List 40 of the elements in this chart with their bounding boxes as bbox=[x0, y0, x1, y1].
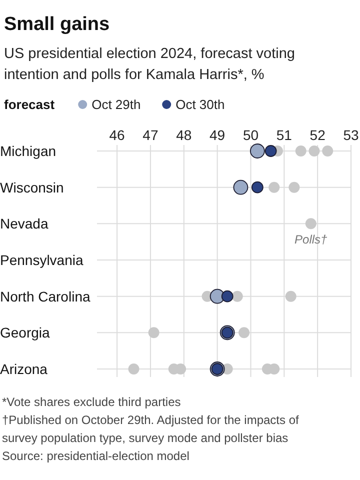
text: *Vote shares exclude third parties bbox=[2, 395, 181, 409]
point bbox=[288, 182, 300, 193]
legend-title: forecast bbox=[4, 97, 56, 112]
chart-title: Small gains bbox=[4, 14, 110, 35]
point bbox=[221, 290, 234, 302]
point bbox=[148, 327, 160, 338]
point bbox=[308, 146, 320, 156]
annotation: Polls† bbox=[294, 232, 328, 247]
chart-subtitle: US presidential election 2024, forecast voting intention and polls for Kamala Harris*, % bbox=[4, 46, 295, 83]
text: †Published on October 29th. Adjusted for the impacts of survey population type, survey mode and pollster bias bbox=[2, 413, 300, 445]
x-tick-label: 51 bbox=[276, 127, 292, 143]
point bbox=[268, 182, 280, 193]
point bbox=[233, 180, 248, 195]
x-tick-label: 52 bbox=[310, 127, 326, 143]
x-tick-label: 48 bbox=[176, 127, 192, 143]
y-tick-label: Arizona bbox=[0, 361, 48, 377]
point bbox=[250, 144, 265, 158]
y-tick-label: Nevada bbox=[0, 216, 48, 232]
y-tick-label: Wisconsin bbox=[0, 179, 64, 196]
legend-label: Oct 29th bbox=[92, 97, 141, 112]
point bbox=[285, 290, 296, 302]
source-note: Source: presidential-election model bbox=[2, 449, 190, 463]
x-tick-label: 47 bbox=[142, 127, 158, 143]
y-tick-label: North Carolina bbox=[0, 288, 90, 304]
y-tick-label: Michigan bbox=[0, 143, 56, 159]
point bbox=[305, 218, 316, 230]
y-tick-label: Pennsylvania bbox=[0, 252, 84, 268]
point bbox=[322, 146, 334, 156]
point bbox=[264, 145, 277, 157]
point bbox=[295, 146, 306, 156]
x-tick-label: 50 bbox=[242, 127, 259, 143]
point bbox=[251, 181, 264, 194]
x-tick-label: 53 bbox=[343, 127, 359, 143]
legend-label: Oct 30th bbox=[176, 97, 225, 112]
x-tick-label: 49 bbox=[210, 127, 226, 143]
y-tick-label: Georgia bbox=[0, 324, 50, 341]
point bbox=[238, 327, 250, 338]
x-tick-label: 46 bbox=[109, 127, 126, 143]
point bbox=[232, 290, 243, 302]
point bbox=[128, 364, 140, 374]
